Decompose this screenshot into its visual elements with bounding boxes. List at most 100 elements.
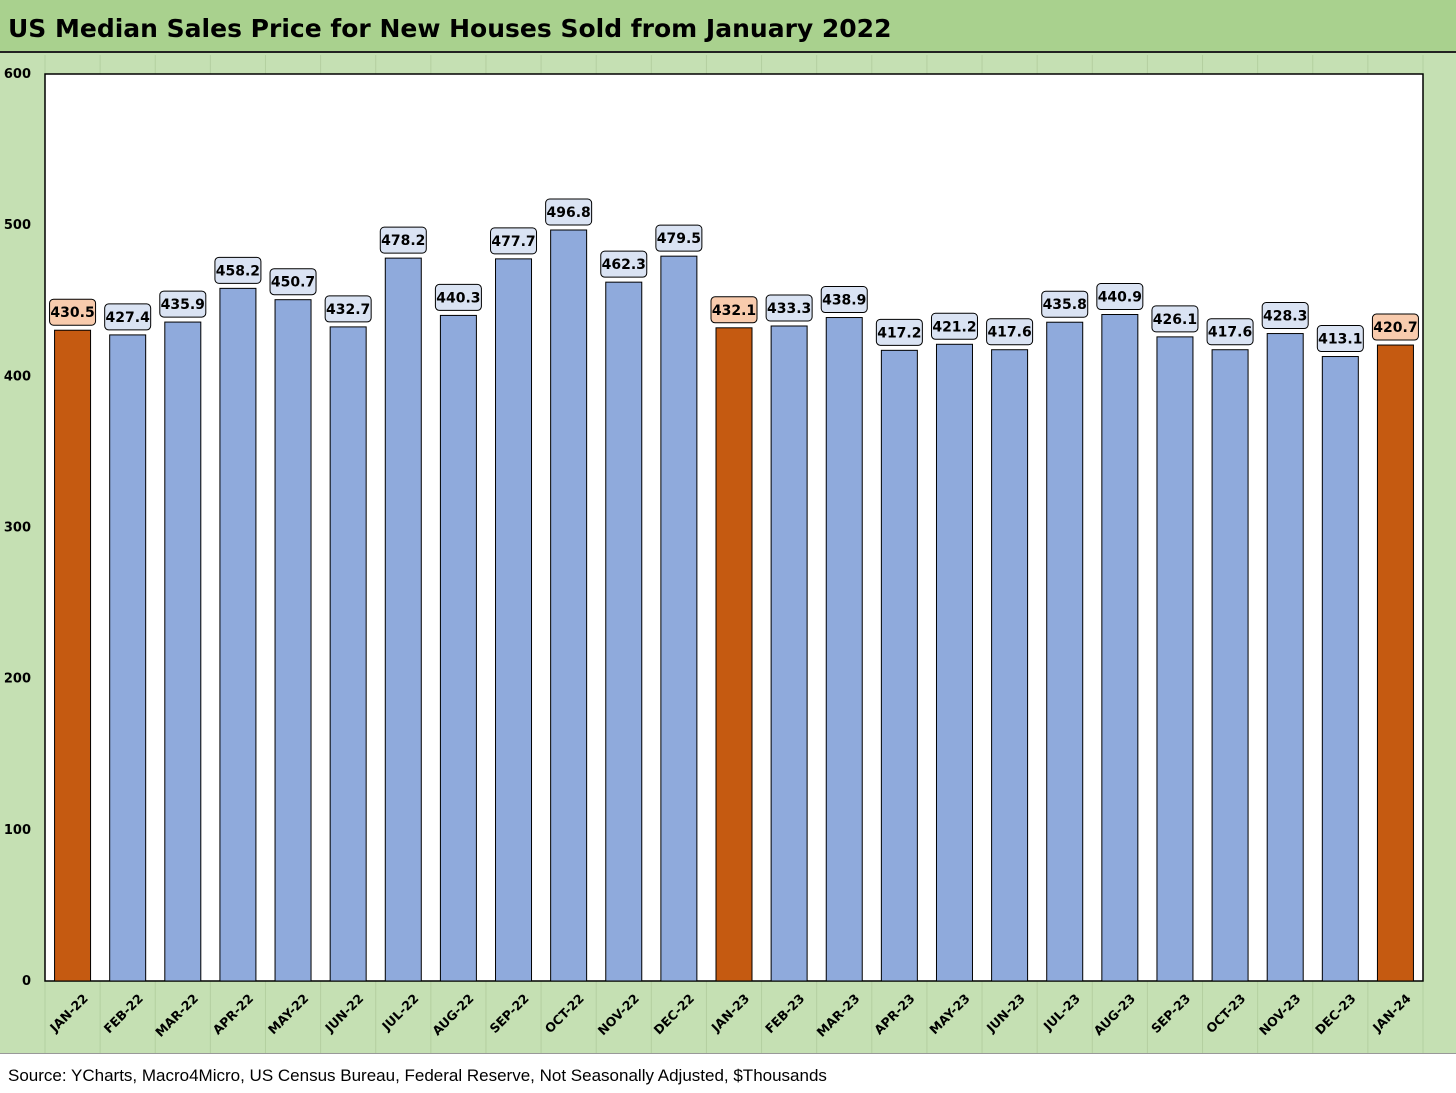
y-tick-label: 0 [22, 974, 31, 989]
x-tick-label: DEC-22 [651, 991, 698, 1038]
source-note: Source: YCharts, Macro4Micro, US Census … [8, 1066, 827, 1085]
data-label: 413.1 [1318, 332, 1362, 348]
data-label: 417.6 [987, 325, 1031, 341]
data-label-box [214, 256, 262, 284]
x-tick-label: JAN-23 [707, 991, 752, 1036]
data-label-box [765, 294, 813, 322]
data-label-box [159, 290, 207, 318]
x-tick-label: APR-22 [210, 991, 257, 1038]
data-label: 438.9 [822, 293, 866, 309]
x-axis-ticks: JAN-22 FEB-22 MAR-22 APR-22 MAY-22 JUN-22 JUL-… [46, 990, 1414, 1039]
bar [329, 326, 367, 982]
data-label-box [1206, 318, 1254, 346]
y-tick-label: 200 [4, 672, 31, 687]
data-label-box [1151, 305, 1199, 333]
title-bar: US Median Sales Price for New Houses Sol… [0, 0, 1456, 53]
bar [991, 349, 1029, 982]
bar [1211, 349, 1249, 982]
x-tick-label: JUN-23 [983, 991, 1028, 1036]
x-tick-label: FEB-23 [762, 991, 807, 1036]
x-tick-label: MAR-23 [814, 991, 863, 1040]
x-tick-label: FEB-22 [101, 991, 146, 1036]
x-tick-label: JAN-22 [46, 991, 91, 1036]
bars [54, 229, 1414, 982]
data-label: 479.5 [657, 231, 701, 247]
bar [825, 317, 863, 982]
x-tick-label: MAR-22 [152, 991, 201, 1040]
y-tick-label: 600 [4, 67, 31, 82]
bar [715, 327, 753, 982]
data-label-box [820, 286, 868, 314]
data-label: 478.2 [381, 233, 425, 249]
data-label: 440.3 [436, 290, 480, 306]
data-label: 426.1 [1153, 312, 1197, 328]
x-tick-label: SEP-23 [1148, 991, 1193, 1036]
data-label: 450.7 [271, 275, 315, 291]
data-label-box [875, 318, 923, 346]
data-label-box [434, 283, 482, 311]
data-label-box [1316, 325, 1364, 353]
x-tick-label: JAN-24 [1369, 990, 1414, 1035]
data-label: 417.2 [877, 325, 921, 341]
bar [54, 329, 92, 982]
data-label-box [49, 298, 97, 326]
bar [1156, 336, 1194, 982]
data-label-box [1261, 302, 1309, 330]
data-label-box [1371, 313, 1419, 341]
bar [219, 287, 257, 982]
x-tick-label: AUG-22 [429, 991, 477, 1039]
data-label-box [104, 303, 152, 331]
y-axis-ticks: 0 100 200 300 400 500 600 [4, 67, 31, 989]
x-tick-label: JUL-23 [1040, 991, 1083, 1034]
data-label: 420.7 [1373, 320, 1417, 336]
data-label: 462.3 [602, 257, 646, 273]
data-label: 435.9 [161, 297, 205, 313]
x-tick-label: SEP-22 [487, 991, 532, 1036]
data-label: 432.1 [712, 303, 756, 319]
data-label-box [1041, 290, 1089, 318]
data-label: 428.3 [1263, 309, 1307, 325]
x-tick-label: JUL-22 [378, 991, 421, 1034]
data-label-box [379, 226, 427, 254]
bar [935, 343, 973, 982]
data-label-box [986, 318, 1034, 346]
bar [274, 299, 312, 982]
data-label: 430.5 [50, 305, 94, 321]
bar [1321, 356, 1359, 982]
y-tick-label: 400 [4, 369, 31, 384]
bar [1046, 321, 1084, 982]
bar [550, 229, 588, 982]
data-label: 440.9 [1098, 290, 1142, 306]
bar [495, 258, 533, 982]
chart-title: US Median Sales Price for New Houses Sol… [8, 14, 892, 43]
data-labels: 430.5 427.4 435.9 458.2 450.7 432.7 478.2 440.3… [49, 198, 1419, 353]
data-label-box [930, 312, 978, 340]
bar [109, 334, 147, 982]
y-tick-label: 300 [4, 521, 31, 536]
data-label-box [545, 198, 593, 226]
data-label-box [1096, 283, 1144, 311]
data-label: 496.8 [546, 205, 590, 221]
data-label: 435.8 [1043, 297, 1087, 313]
bar [1376, 344, 1414, 982]
bar [660, 255, 698, 982]
x-tick-label: MAY-23 [926, 991, 972, 1037]
x-tick-label: JUN-22 [321, 991, 366, 1036]
bar [1266, 333, 1304, 982]
source-bar: Source: YCharts, Macro4Micro, US Census … [0, 1053, 1456, 1093]
data-label-box [269, 268, 317, 296]
x-tick-label: OCT-23 [1203, 991, 1248, 1036]
bar-chart: 0 100 200 300 400 500 600 430.5 427.4 435.9 458.2… [4, 55, 1424, 1053]
y-tick-label: 100 [4, 823, 31, 838]
data-label-box [655, 224, 703, 252]
y-tick-label: 500 [4, 218, 31, 233]
x-tick-label: NOV-23 [1256, 991, 1303, 1038]
data-label: 417.6 [1208, 325, 1252, 341]
bar [770, 325, 808, 982]
data-label: 432.7 [326, 302, 370, 318]
bar [384, 257, 422, 982]
x-tick-label: NOV-22 [595, 991, 642, 1038]
data-label: 427.4 [106, 310, 151, 326]
bar [439, 314, 477, 982]
data-label-box [710, 296, 758, 324]
